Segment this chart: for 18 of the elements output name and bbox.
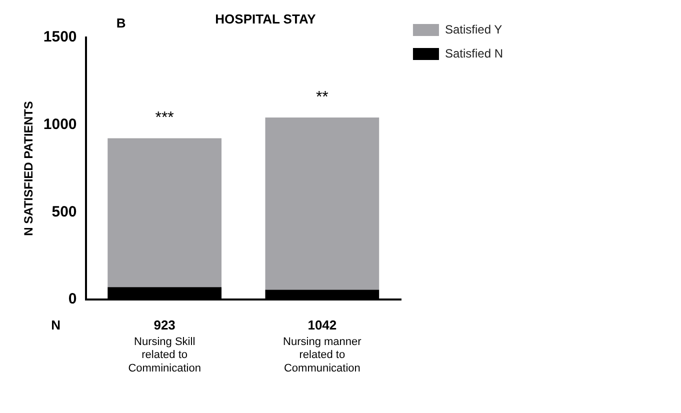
annotation: ** <box>316 88 328 106</box>
x-tick-label: Nursing manner related to Communication <box>283 336 362 374</box>
bar <box>265 118 380 290</box>
y-axis-title: N SATISFIED PATIENTS <box>22 101 36 236</box>
y-tick-label: 1500 <box>43 28 77 46</box>
x-tick-label: Nursing Skill related to Comminication <box>128 336 201 374</box>
total-label: 923 <box>154 317 176 332</box>
bar <box>108 138 222 288</box>
text: B <box>116 16 126 31</box>
annotation: *** <box>155 110 174 127</box>
chart-title: HOSPITAL STAY <box>215 11 316 26</box>
text: N <box>51 317 60 332</box>
legend-label: Satisfied Y <box>444 22 502 36</box>
legend-label: Satisfied N <box>444 46 504 60</box>
total-label: 1042 <box>308 317 337 332</box>
y-tick-label: 0 <box>68 290 77 308</box>
y-tick-label: 1000 <box>43 116 77 134</box>
y-tick-label: 500 <box>52 203 77 220</box>
